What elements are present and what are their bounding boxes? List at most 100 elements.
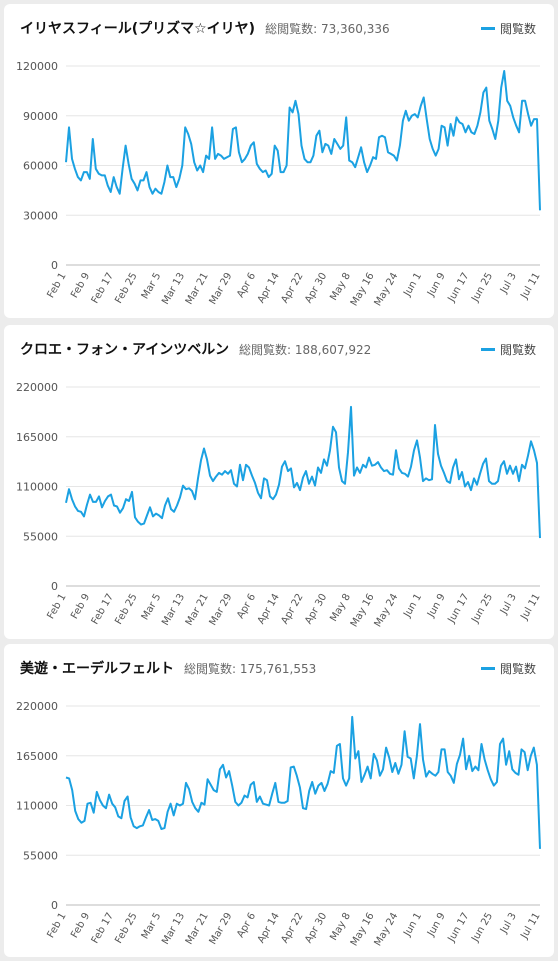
chart-title: イリヤスフィール(プリズマ☆イリヤ) 総閲覧数: 73,360,336 <box>20 18 390 38</box>
x-tick-label: Jun 9 <box>425 911 448 939</box>
total-views-value: 175,761,553 <box>239 662 317 676</box>
x-tick-label: Jun 17 <box>446 592 472 626</box>
x-tick-label: Feb 25 <box>113 911 139 946</box>
x-tick-label: Apr 22 <box>279 911 305 945</box>
x-tick-label: Mar 5 <box>140 271 164 301</box>
x-tick-label: May 8 <box>328 592 353 624</box>
chart-title: クロエ・フォン・アインツベルン 総閲覧数: 188,607,922 <box>20 339 371 359</box>
x-tick-label: Jun 9 <box>425 592 448 620</box>
x-tick-label: Apr 6 <box>235 592 258 621</box>
x-tick-label: Jun 25 <box>469 271 495 305</box>
x-tick-label: Mar 5 <box>140 911 164 941</box>
legend-swatch <box>480 348 495 351</box>
x-tick-label: Apr 30 <box>303 271 329 305</box>
chart-card-chloe: クロエ・フォン・アインツベルン 総閲覧数: 188,607,922 閲覧数 0 55… <box>4 325 554 639</box>
x-tick-label: Feb 17 <box>90 592 116 627</box>
total-views: 総閲覧数: 175,761,553 <box>184 662 316 676</box>
legend[interactable]: 閲覧数 <box>480 20 536 37</box>
x-tick-label: Apr 22 <box>279 592 305 626</box>
x-tick-label: Feb 9 <box>69 592 92 621</box>
x-tick-label: Feb 9 <box>69 911 92 940</box>
x-tick-label: Mar 29 <box>208 592 235 628</box>
y-tick-label: 30000 <box>23 209 58 222</box>
x-tick-label: Feb 1 <box>45 911 68 940</box>
x-tick-label: Feb 17 <box>90 271 116 306</box>
x-tick-label: Apr 22 <box>279 271 305 305</box>
legend-swatch <box>480 27 495 30</box>
chart-title-text: イリヤスフィール(プリズマ☆イリヤ) <box>20 21 256 37</box>
y-tick-label: 110000 <box>16 481 58 494</box>
y-tick-label: 55000 <box>23 530 58 543</box>
series-line <box>65 405 541 539</box>
x-tick-label: Jun 9 <box>425 271 448 299</box>
x-tick-label: Apr 30 <box>303 911 329 945</box>
total-views-value: 73,360,336 <box>320 22 390 36</box>
chart-title: 美遊・エーデルフェルト 総閲覧数: 175,761,553 <box>20 658 316 678</box>
x-tick-label: Feb 25 <box>113 271 139 306</box>
x-tick-label: Feb 1 <box>45 271 68 300</box>
x-tick-label: Jul 3 <box>498 271 519 296</box>
legend-label: 閲覧数 <box>499 22 536 36</box>
x-tick-label: Jun 17 <box>446 271 472 305</box>
x-tick-label: May 24 <box>373 911 401 948</box>
series-line <box>65 70 541 211</box>
y-tick-label: 220000 <box>16 381 58 394</box>
y-tick-label: 0 <box>51 899 58 912</box>
x-tick-label: Feb 9 <box>69 271 92 300</box>
x-tick-label: Jul 11 <box>519 911 543 942</box>
total-views-label: 総閲覧数: <box>265 22 318 36</box>
x-tick-label: Jun 1 <box>401 911 424 939</box>
chart-card-illya: イリヤスフィール(プリズマ☆イリヤ) 総閲覧数: 73,360,336 閲覧数 0… <box>4 4 554 318</box>
legend[interactable]: 閲覧数 <box>480 660 536 677</box>
total-views-label: 総閲覧数: <box>184 662 237 676</box>
y-tick-label: 165000 <box>16 750 58 763</box>
x-tick-label: Apr 14 <box>256 271 282 305</box>
x-tick-label: Jun 17 <box>446 911 472 945</box>
y-tick-label: 220000 <box>16 700 58 713</box>
x-tick-label: Apr 30 <box>303 592 329 626</box>
x-tick-label: Jun 25 <box>469 592 495 626</box>
series-line <box>65 715 541 849</box>
x-tick-label: May 8 <box>328 271 353 303</box>
x-tick-label: Mar 29 <box>208 271 235 307</box>
x-tick-label: Jun 1 <box>401 592 424 620</box>
total-views: 総閲覧数: 73,360,336 <box>265 22 390 36</box>
x-tick-label: Feb 25 <box>113 592 139 627</box>
x-tick-label: Jun 1 <box>401 271 424 299</box>
x-tick-label: Jul 3 <box>498 911 519 936</box>
y-tick-label: 90000 <box>23 110 58 123</box>
x-tick-label: Jul 11 <box>519 271 543 302</box>
x-tick-label: Apr 14 <box>256 592 282 626</box>
x-tick-label: May 24 <box>373 271 401 308</box>
total-views: 総閲覧数: 188,607,922 <box>239 343 371 357</box>
x-tick-label: Jul 11 <box>519 592 543 623</box>
total-views-label: 総閲覧数: <box>239 343 292 357</box>
chart-title-text: クロエ・フォン・アインツベルン <box>20 342 230 358</box>
y-tick-label: 120000 <box>16 60 58 73</box>
legend-label: 閲覧数 <box>499 343 536 357</box>
legend-label: 閲覧数 <box>499 662 536 676</box>
x-tick-label: Apr 6 <box>235 911 258 940</box>
x-tick-label: Feb 1 <box>45 592 68 621</box>
legend[interactable]: 閲覧数 <box>480 341 536 358</box>
y-tick-label: 60000 <box>23 160 58 173</box>
x-tick-label: Feb 17 <box>90 911 116 946</box>
x-tick-label: Jul 3 <box>498 592 519 617</box>
y-tick-label: 165000 <box>16 431 58 444</box>
y-tick-label: 110000 <box>16 800 58 813</box>
y-tick-label: 0 <box>51 259 58 272</box>
chart-title-text: 美遊・エーデルフェルト <box>20 661 174 677</box>
y-tick-label: 0 <box>51 580 58 593</box>
x-tick-label: Mar 5 <box>140 592 164 622</box>
legend-swatch <box>480 667 495 670</box>
x-tick-label: May 8 <box>328 911 353 943</box>
chart-card-miyu: 美遊・エーデルフェルト 総閲覧数: 175,761,553 閲覧数 0 55000 1… <box>4 644 554 957</box>
x-tick-label: Apr 6 <box>235 271 258 300</box>
x-tick-label: Mar 29 <box>208 911 235 947</box>
x-tick-label: Jun 25 <box>469 911 495 945</box>
y-tick-label: 55000 <box>23 849 58 862</box>
total-views-value: 188,607,922 <box>294 343 372 357</box>
